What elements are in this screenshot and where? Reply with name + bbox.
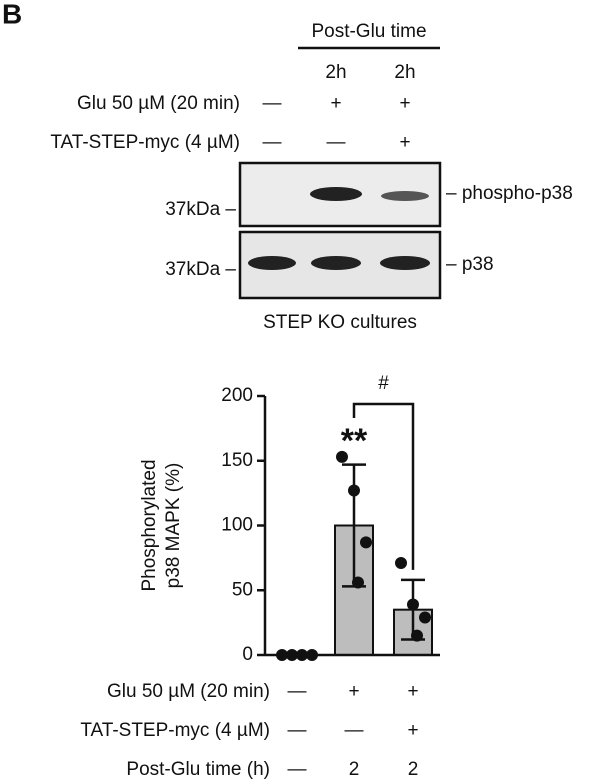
y-tick-label: 100	[221, 515, 253, 536]
y-tick-label: 50	[232, 579, 253, 600]
condition-sign: 2	[349, 759, 360, 780]
mw-marker: 37kDa –	[165, 259, 236, 280]
band	[311, 256, 361, 270]
row-label: Glu 50 µM (20 min)	[77, 93, 240, 114]
significance: **	[341, 422, 368, 460]
y-axis-label: p38 MAPK (%)	[163, 463, 184, 589]
y-tick-label: 200	[221, 385, 253, 406]
band	[381, 191, 429, 201]
condition-sign: —	[288, 759, 307, 780]
condition-sign: —	[288, 720, 307, 741]
band	[380, 256, 430, 270]
row-sign: +	[399, 132, 410, 153]
band	[248, 256, 296, 270]
significance: #	[378, 373, 389, 394]
condition-label: TAT-STEP-myc (4 µM)	[80, 720, 270, 741]
condition-sign: +	[407, 681, 418, 702]
row-sign: —	[263, 93, 282, 114]
row-label: TAT-STEP-myc (4 µM)	[50, 132, 240, 153]
y-tick-label: 0	[242, 644, 253, 665]
data-point	[419, 611, 431, 624]
data-point	[395, 557, 407, 570]
data-point	[352, 576, 364, 589]
row-sign: +	[399, 93, 410, 114]
panel-label: B	[2, 0, 22, 29]
data-point	[336, 450, 348, 463]
band-label: – phospho-p38	[446, 183, 573, 204]
blot-caption: STEP KO cultures	[263, 312, 417, 333]
y-tick-label: 150	[221, 450, 253, 471]
band	[310, 187, 362, 201]
condition-sign: —	[345, 720, 364, 741]
condition-sign: +	[407, 720, 418, 741]
band-label: – p38	[446, 254, 494, 275]
condition-sign: 2	[408, 759, 419, 780]
row-sign: +	[330, 93, 341, 114]
mw-marker: 37kDa –	[165, 199, 236, 220]
time-label: 2h	[325, 62, 346, 83]
data-point	[360, 536, 372, 549]
row-sign: —	[263, 132, 282, 153]
y-axis-label: Phosphorylated	[139, 459, 160, 591]
data-point	[407, 598, 419, 611]
bracket	[352, 402, 415, 570]
condition-label: Glu 50 µM (20 min)	[107, 681, 270, 702]
data-point	[411, 629, 423, 642]
blot-header: Post-Glu time	[311, 21, 426, 42]
condition-label: Post-Glu time (h)	[126, 759, 270, 780]
condition-sign: —	[288, 681, 307, 702]
data-point	[348, 484, 360, 497]
row-sign: —	[327, 132, 346, 153]
time-label: 2h	[394, 62, 415, 83]
condition-sign: +	[348, 681, 359, 702]
